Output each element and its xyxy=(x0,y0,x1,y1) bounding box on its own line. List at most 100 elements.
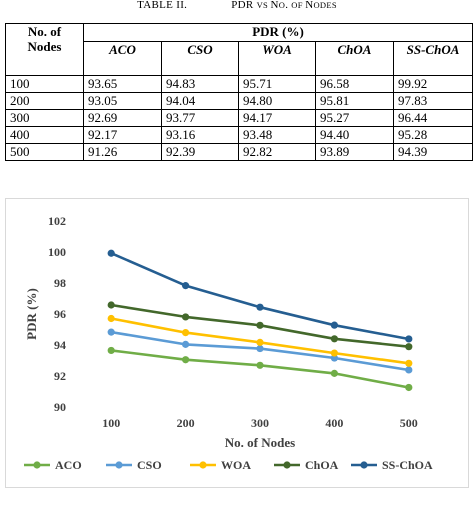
data-point-ss-choa xyxy=(182,282,190,290)
caption-title-part: VS xyxy=(256,0,271,10)
table-cell: 95.71 xyxy=(238,75,316,93)
legend-marker-choa xyxy=(283,461,291,469)
x-tick-label: 500 xyxy=(400,416,418,430)
data-point-choa xyxy=(330,335,338,343)
x-tick-label: 100 xyxy=(102,416,120,430)
data-point-aco xyxy=(256,361,264,369)
data-point-ss-choa xyxy=(107,249,115,257)
data-point-aco xyxy=(107,346,115,355)
x-tick-label: 400 xyxy=(325,416,343,430)
table-caption: TABLE II. PDR VS NO. OF NODES xyxy=(0,0,474,14)
table-cell: 500 xyxy=(5,143,84,161)
table-cell: 93.77 xyxy=(161,109,239,127)
data-point-aco xyxy=(405,383,413,392)
x-tick-label: 200 xyxy=(177,416,195,430)
nodes-header-line1: No. of xyxy=(27,24,62,39)
legend-label-cso: CSO xyxy=(137,458,162,472)
y-tick-label: 98 xyxy=(54,276,66,290)
column-header-aco: ACO xyxy=(83,41,162,76)
table-cell: 100 xyxy=(5,75,84,93)
data-point-woa xyxy=(330,349,338,357)
caption-title-part: PDR xyxy=(231,0,257,11)
data-point-woa xyxy=(107,314,115,323)
table-row: 200 93.05 94.04 94.80 95.81 97.83 xyxy=(5,92,474,110)
column-header-choa: ChOA xyxy=(315,41,394,76)
y-tick-label: 90 xyxy=(54,400,66,414)
data-point-ss-choa xyxy=(330,321,338,329)
table-cell: 300 xyxy=(5,109,84,127)
table-cell: 93.65 xyxy=(83,75,162,93)
caption-title-part: OF xyxy=(291,0,306,10)
nodes-header-line2: Nodes xyxy=(27,39,62,54)
pdr-line-chart: 90 92 94 96 98 100 102 100 200 300 400 500 No. of No… xyxy=(24,214,433,472)
table-cell: 95.28 xyxy=(392,126,474,144)
y-tick-label: 100 xyxy=(48,245,66,259)
table-cell: 94.17 xyxy=(238,109,316,127)
y-tick-label: 94 xyxy=(54,338,66,352)
legend-label-aco: ACO xyxy=(55,458,82,472)
table-cell: 94.39 xyxy=(392,143,474,161)
table-cell: 97.83 xyxy=(392,92,474,110)
table-cell: 200 xyxy=(5,92,84,110)
table-row: 100 93.65 94.83 95.71 96.58 99.92 xyxy=(5,75,474,93)
table-cell: 95.27 xyxy=(315,109,394,127)
x-axis-title: No. of Nodes xyxy=(225,435,295,450)
caption-title-part: N xyxy=(305,0,314,11)
legend-label-woa: WOA xyxy=(221,458,251,472)
table-cell: 94.83 xyxy=(161,75,239,93)
data-point-cso xyxy=(256,344,264,353)
table-cell: 93.48 xyxy=(238,126,316,144)
caption-title-part: . xyxy=(285,0,292,11)
table-label: TABLE II. xyxy=(137,0,188,11)
data-point-ss-choa xyxy=(405,335,413,343)
y-axis-title: PDR (%) xyxy=(24,288,39,340)
nodes-header: No. of Nodes xyxy=(5,23,84,76)
y-tick-label: 96 xyxy=(54,307,66,321)
data-point-choa xyxy=(107,301,115,309)
data-point-woa xyxy=(256,338,264,346)
table-cell: 92.69 xyxy=(83,109,162,127)
legend-marker-ss-choa xyxy=(360,461,368,469)
legend-marker-cso xyxy=(115,461,123,469)
y-tick-label: 92 xyxy=(54,369,66,383)
table-cell: 99.92 xyxy=(392,75,474,93)
table-cell: 91.26 xyxy=(83,143,162,161)
data-point-cso xyxy=(107,328,115,336)
table-cell: 93.05 xyxy=(83,92,162,110)
data-point-choa xyxy=(256,321,264,329)
table-cell: 92.17 xyxy=(83,126,162,144)
table-cell: 94.80 xyxy=(238,92,316,110)
table-row: 400 92.17 93.16 93.48 94.40 95.28 xyxy=(5,126,474,144)
data-point-choa xyxy=(182,313,190,321)
data-point-cso xyxy=(182,340,190,348)
table-cell: 94.04 xyxy=(161,92,239,110)
column-header-ss-choa: SS-ChOA xyxy=(392,41,474,76)
legend-marker-aco xyxy=(33,461,41,469)
x-tick-label: 300 xyxy=(251,416,269,430)
data-point-cso xyxy=(405,366,413,374)
table-cell: 92.39 xyxy=(161,143,239,161)
data-point-aco xyxy=(182,356,190,364)
table-cell: 93.16 xyxy=(161,126,239,144)
table-cell: 94.40 xyxy=(315,126,394,144)
table-cell: 96.58 xyxy=(315,75,394,93)
data-point-choa xyxy=(405,343,413,351)
column-header-cso: CSO xyxy=(161,41,239,76)
table-cell: 400 xyxy=(5,126,84,144)
data-point-woa xyxy=(182,329,190,337)
table-cell: 92.82 xyxy=(238,143,316,161)
table-cell: 93.89 xyxy=(315,143,394,161)
caption-title-part: ODES xyxy=(313,0,337,10)
data-point-ss-choa xyxy=(256,303,264,311)
legend-label-ss-choa: SS-ChOA xyxy=(382,458,433,472)
table-title: PDR VS NO. OF NODES xyxy=(231,0,337,11)
table-row: 300 92.69 93.77 94.17 95.27 96.44 xyxy=(5,109,474,127)
y-tick-label: 102 xyxy=(48,214,66,228)
data-point-aco xyxy=(330,369,338,377)
legend-label-choa: ChOA xyxy=(305,458,339,472)
caption-title-part: N xyxy=(270,0,279,11)
table-cell: 95.81 xyxy=(315,92,394,110)
data-point-woa xyxy=(405,359,413,367)
legend-marker-woa xyxy=(199,461,207,469)
table-cell: 96.44 xyxy=(392,109,474,127)
